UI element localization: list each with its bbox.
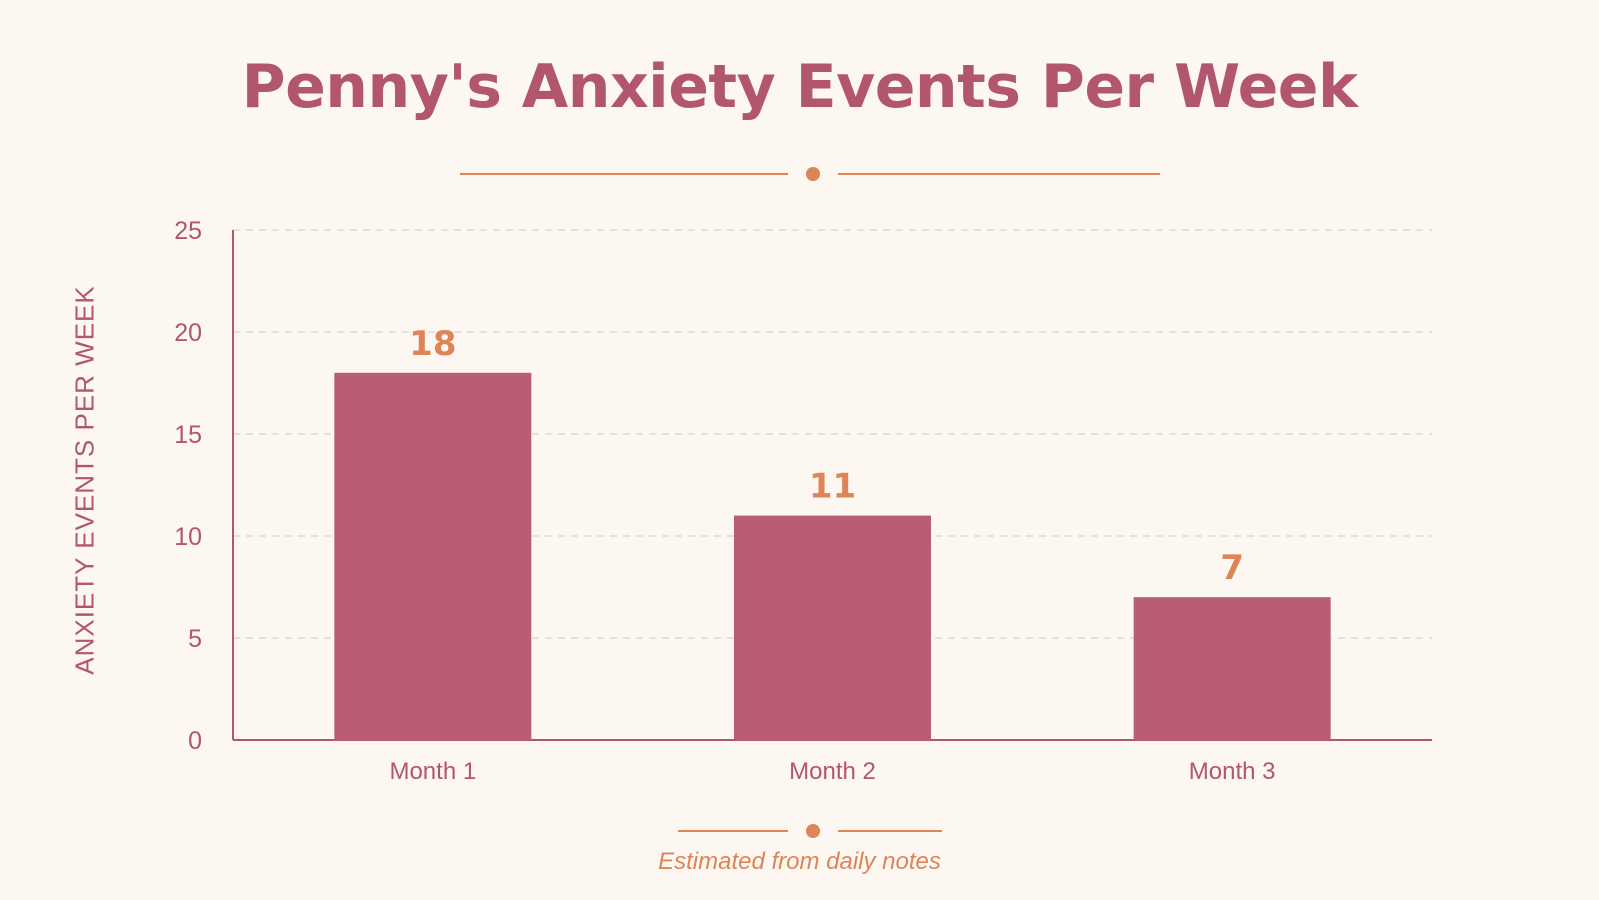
chart-title: Penny's Anxiety Events Per Week [241, 52, 1358, 122]
x-tick-label: Month 3 [1189, 758, 1276, 785]
y-tick-label: 25 [174, 217, 202, 245]
bar [734, 515, 931, 740]
title-divider-left-line [460, 173, 788, 175]
x-tick-label: Month 1 [389, 758, 476, 785]
title-divider-dot [806, 167, 820, 181]
footer-divider-left-line [678, 830, 788, 832]
y-tick-label: 0 [188, 727, 202, 755]
data-label: 11 [809, 467, 856, 507]
bar [334, 372, 532, 740]
y-tick-label: 10 [174, 523, 202, 551]
data-label: 7 [1220, 548, 1244, 588]
x-tick-label: Month 2 [789, 758, 876, 785]
title-divider [0, 163, 1599, 183]
title-divider-right-line [838, 173, 1160, 175]
footer-caption: Estimated from daily notes [658, 848, 941, 875]
footer-divider [0, 820, 1599, 840]
data-label: 18 [409, 324, 456, 364]
y-tick-label: 5 [188, 625, 202, 653]
footer-divider-right-line [838, 830, 942, 832]
y-tick-label: 20 [174, 319, 202, 347]
bar [1133, 597, 1331, 740]
footer-divider-dot [806, 824, 820, 838]
y-tick-label: 15 [174, 421, 202, 449]
